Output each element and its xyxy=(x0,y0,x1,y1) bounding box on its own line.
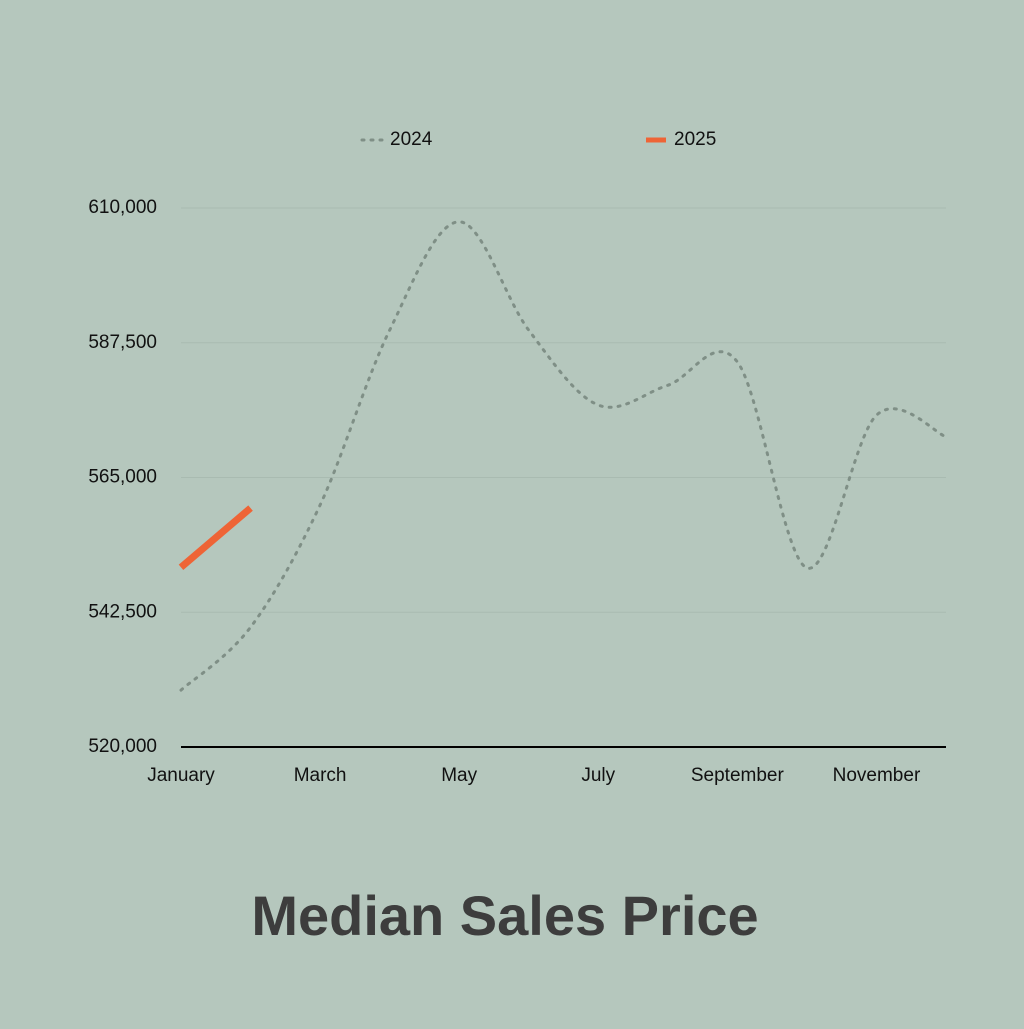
x-tick-label: May xyxy=(441,765,477,786)
y-tick-label: 587,500 xyxy=(88,332,157,353)
line-series xyxy=(179,220,948,692)
legend-label: 2024 xyxy=(390,129,433,150)
y-tick-label: 565,000 xyxy=(88,467,157,488)
x-tick-label: November xyxy=(833,765,921,786)
y-tick-label: 610,000 xyxy=(88,197,157,218)
x-tick-label: January xyxy=(147,765,215,786)
y-tick-label: 520,000 xyxy=(88,736,157,757)
chart-title: Median Sales Price xyxy=(251,884,758,947)
legend-label: 2025 xyxy=(674,129,716,150)
x-tick-label: July xyxy=(581,765,615,786)
x-tick-label: September xyxy=(691,765,785,786)
y-tick-label: 542,500 xyxy=(88,601,157,622)
line-series xyxy=(178,505,253,570)
x-tick-label: March xyxy=(294,765,347,786)
